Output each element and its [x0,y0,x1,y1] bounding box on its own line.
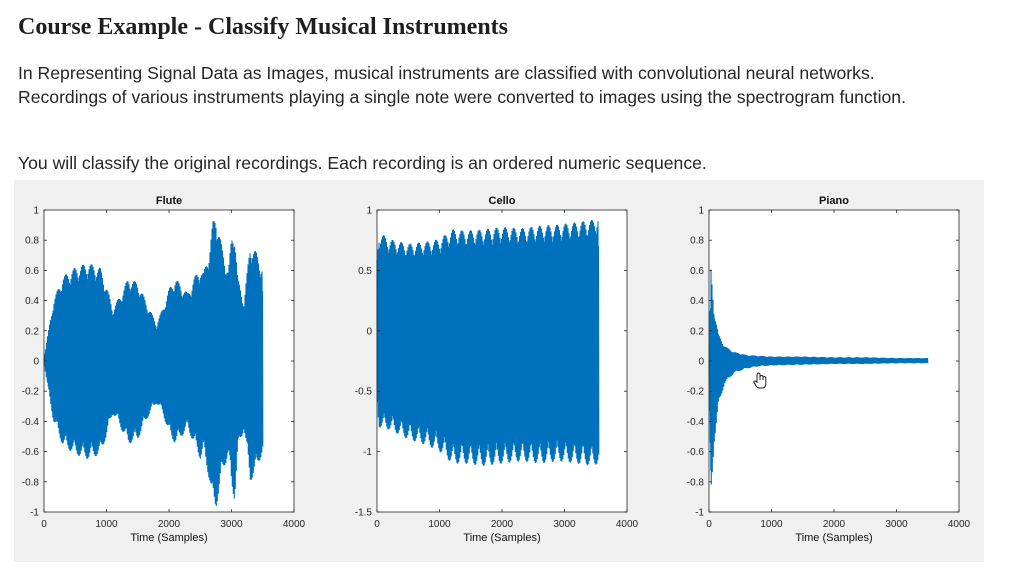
flute-chart-title: Flute [156,195,182,207]
piano-ytick-label: 0 [698,357,704,368]
flute-xtick-label: 0 [41,519,47,530]
flute-xtick-label: 3000 [220,519,243,530]
flute-ytick-label: -0.6 [22,447,40,458]
flute-ytick-label: 0.2 [25,326,39,337]
hand-cursor-shape [753,372,767,389]
flute-ytick-label: -0.8 [22,477,40,488]
cello-xtick-label: 1000 [428,519,451,530]
flute-xtick-label: 4000 [283,519,306,530]
cello-ytick-label: 0 [366,326,372,337]
cello-xtick-label: 0 [374,519,380,530]
piano-ytick-label: -0.4 [687,417,705,428]
cello-xtick-label: 4000 [616,519,639,530]
piano-xtick-label: 4000 [948,519,971,530]
flute-signal-line [43,220,264,507]
flute-x-axis-label: Time (Samples) [130,532,207,544]
waveform-plots: 0 1000 2000 3000 4000-1-0.8-0.6-0.4-0.200.20… [22,195,971,544]
intro-line-1: In Representing Signal Data as Images, m… [18,63,875,83]
flute-ytick-label: -0.2 [22,387,40,398]
flute-ytick-label: 0.6 [25,266,39,277]
flute-ytick-label: 0 [33,357,39,368]
flute-ytick-label: -1 [30,508,39,519]
figure-panel: 0 1000 2000 3000 4000 -1 -0.8 -0.6 -0.4 -0.2 0 0.2 0… [14,180,984,562]
piano-ytick-label: 0.2 [690,326,704,337]
cello-signal-line [376,219,600,467]
cello-xtick-label: 2000 [491,519,514,530]
piano-plot: 0 1000 2000 3000 4000 -1 -0.8 -0.6 -0.4 -0.2 0 0.2 0… [687,195,971,544]
piano-ytick-label: 0.8 [690,236,704,247]
piano-xtick-label: 2000 [823,519,846,530]
flute-ytick-label: -0.4 [22,417,40,428]
piano-ytick-label: -1 [695,508,704,519]
cello-ytick-label: -1.5 [355,508,373,519]
flute-xtick-label: 1000 [95,519,118,530]
page-title: Course Example - Classify Musical Instru… [18,14,508,40]
flute-ytick-label: 1 [33,206,39,217]
intro-paragraph: In Representing Signal Data as Images, m… [18,61,998,109]
cello-x-axis-label: Time (Samples) [463,532,540,544]
cello-ytick-label: -0.5 [355,387,373,398]
piano-xtick-label: 3000 [885,519,908,530]
piano-ytick-label: -0.8 [687,477,705,488]
cello-ytick-label: 1 [366,206,372,217]
flute-ytick-label: 0.8 [25,236,39,247]
intro-line-2: Recordings of various instruments playin… [18,87,906,107]
flute-xtick-label: 2000 [158,519,181,530]
cello-plot: 0 1000 2000 3000 4000 -1.5 -1 -0.5 0 0.5 1 Cello Tim… [355,195,639,544]
cello-xtick-label: 3000 [553,519,576,530]
piano-ytick-label: 0.4 [690,296,704,307]
flute-ytick-label: 0.4 [25,296,39,307]
cello-ytick-label: -1 [363,447,372,458]
piano-chart-title: Piano [819,195,849,207]
piano-signal-line [708,269,929,485]
piano-xtick-label: 1000 [760,519,783,530]
flute-plot: 0 1000 2000 3000 4000 -1 -0.8 -0.6 -0.4 -0.2 0 0.2 0… [22,195,306,544]
hand-cursor-icon [753,372,767,389]
piano-ytick-label: -0.2 [687,387,705,398]
piano-ytick-label: 1 [698,206,704,217]
piano-ytick-label: 0.6 [690,266,704,277]
piano-x-axis-label: Time (Samples) [795,532,872,544]
piano-ytick-label: -0.6 [687,447,705,458]
cello-ytick-label: 0.5 [358,266,372,277]
note-text: You will classify the original recording… [18,153,707,173]
cello-chart-title: Cello [489,195,516,207]
piano-xtick-label: 0 [706,519,712,530]
